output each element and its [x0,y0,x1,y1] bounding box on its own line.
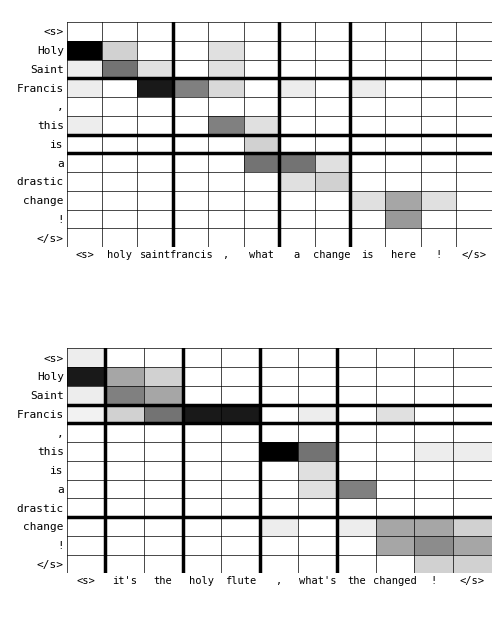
Bar [221,404,260,423]
Bar [244,153,279,172]
Bar [67,404,105,423]
Bar [375,517,414,536]
Bar [350,191,385,210]
Bar [298,404,337,423]
Bar [208,116,244,135]
Bar [453,536,492,554]
Bar [279,172,315,191]
Bar [105,404,144,423]
Bar [144,404,183,423]
Bar [453,517,492,536]
Bar [453,554,492,573]
Bar [208,60,244,78]
Bar [67,41,102,60]
Bar [67,78,102,97]
Bar [260,442,298,461]
Bar [298,479,337,498]
Bar [337,479,375,498]
Bar [414,554,453,573]
Bar [337,517,375,536]
Bar [244,135,279,153]
Bar [102,60,137,78]
Bar [298,461,337,479]
Bar [144,367,183,386]
Bar [298,442,337,461]
Bar [144,386,183,404]
Bar [414,517,453,536]
Bar [375,536,414,554]
Bar [105,367,144,386]
Bar [385,191,421,210]
Bar [208,41,244,60]
Bar [385,210,421,228]
Bar [315,172,350,191]
Bar [137,78,173,97]
Bar [375,404,414,423]
Bar [453,442,492,461]
Bar [183,404,221,423]
Bar [102,41,137,60]
Bar [350,78,385,97]
Bar [67,348,105,367]
Bar [105,386,144,404]
Bar [315,153,350,172]
Bar [421,191,456,210]
Bar [279,78,315,97]
Bar [208,78,244,97]
Bar [279,153,315,172]
Bar [260,517,298,536]
Bar [414,442,453,461]
Bar [67,386,105,404]
Bar [67,60,102,78]
Bar [173,78,208,97]
Bar [137,60,173,78]
Bar [244,116,279,135]
Bar [67,367,105,386]
Bar [414,536,453,554]
Bar [67,116,102,135]
